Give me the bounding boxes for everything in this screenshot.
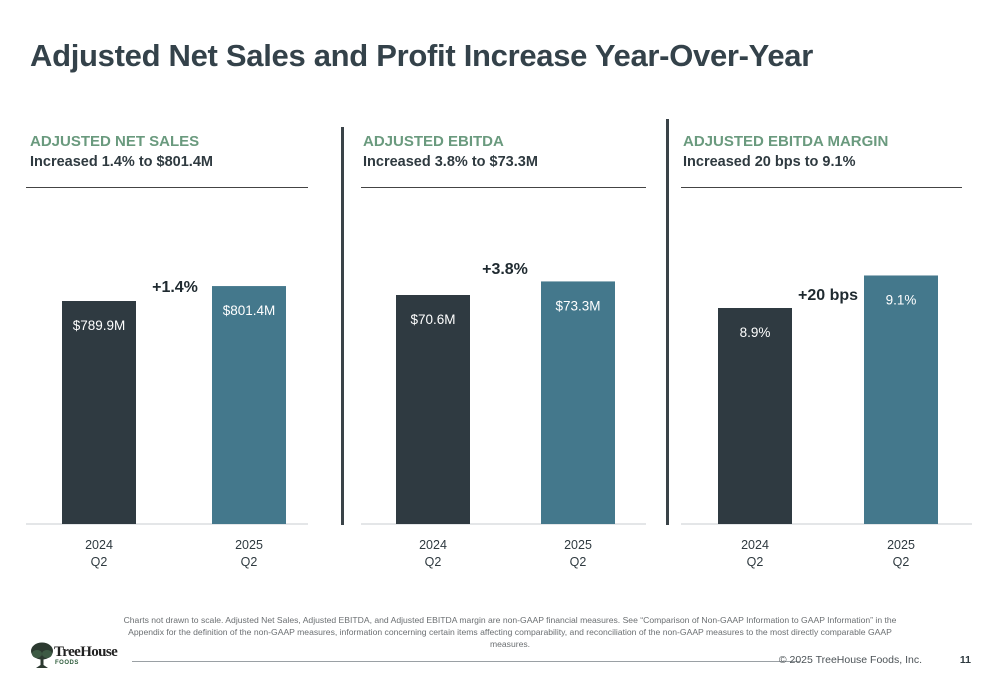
copyright: © 2025 TreeHouse Foods, Inc. bbox=[778, 654, 922, 666]
logo-wordmark: TreeHouse bbox=[54, 644, 118, 660]
panel-header-rule bbox=[681, 187, 962, 188]
panel-divider bbox=[666, 119, 669, 525]
tree-icon bbox=[31, 642, 53, 668]
panel-divider bbox=[341, 127, 344, 525]
x-tick-label-quarter: Q2 bbox=[893, 555, 910, 569]
bar bbox=[718, 308, 792, 524]
x-tick-label-quarter: Q2 bbox=[241, 555, 258, 569]
change-label: +3.8% bbox=[482, 261, 528, 278]
bar bbox=[541, 281, 615, 524]
footnote: Charts not drawn to scale. Adjusted Net … bbox=[123, 615, 897, 649]
panel-header-ebitda-margin: ADJUSTED EBITDA MARGIN Increased 20 bps … bbox=[683, 133, 888, 170]
x-tick-label-year: 2025 bbox=[887, 538, 915, 552]
treehouse-logo: TreeHouse FOODS bbox=[30, 642, 130, 672]
change-label: +20 bps bbox=[798, 287, 858, 304]
panel-kicker: ADJUSTED NET SALES bbox=[30, 133, 200, 150]
x-tick-label-year: 2025 bbox=[564, 538, 592, 552]
bar bbox=[212, 286, 286, 524]
x-tick-label-year: 2024 bbox=[419, 538, 447, 552]
x-tick-label-quarter: Q2 bbox=[91, 555, 108, 569]
x-tick-label-quarter: Q2 bbox=[570, 555, 587, 569]
change-label: +1.4% bbox=[152, 279, 198, 296]
data-label: $70.6M bbox=[410, 312, 455, 327]
x-tick-label-year: 2024 bbox=[741, 538, 769, 552]
x-tick-label-year: 2025 bbox=[235, 538, 263, 552]
data-label: $789.9M bbox=[73, 318, 126, 333]
x-tick-label-quarter: Q2 bbox=[747, 555, 764, 569]
panel-subtitle: Increased 3.8% to $73.3M bbox=[363, 154, 538, 170]
data-label: 9.1% bbox=[886, 292, 917, 307]
panel-kicker: ADJUSTED EBITDA bbox=[363, 133, 504, 150]
footer-rule bbox=[132, 661, 800, 662]
panel-subtitle: Increased 20 bps to 9.1% bbox=[683, 154, 856, 170]
panel-subtitle: Increased 1.4% to $801.4M bbox=[30, 154, 213, 170]
page-number: 11 bbox=[959, 654, 971, 666]
panel-header-net-sales: ADJUSTED NET SALES Increased 1.4% to $80… bbox=[30, 133, 213, 170]
bar bbox=[396, 295, 470, 524]
x-tick-label-quarter: Q2 bbox=[425, 555, 442, 569]
panel-kicker: ADJUSTED EBITDA MARGIN bbox=[683, 133, 889, 150]
panel-header-rule bbox=[361, 187, 646, 188]
data-label: $801.4M bbox=[223, 303, 276, 318]
panel-header-rule bbox=[26, 187, 308, 188]
x-tick-label-year: 2024 bbox=[85, 538, 113, 552]
bar bbox=[864, 275, 938, 524]
data-label: 8.9% bbox=[740, 325, 771, 340]
bar bbox=[62, 301, 136, 524]
data-label: $73.3M bbox=[555, 298, 600, 313]
logo-subtext: FOODS bbox=[55, 660, 79, 666]
panel-header-ebitda: ADJUSTED EBITDA Increased 3.8% to $73.3M bbox=[363, 133, 538, 170]
page-title: Adjusted Net Sales and Profit Increase Y… bbox=[30, 38, 813, 73]
